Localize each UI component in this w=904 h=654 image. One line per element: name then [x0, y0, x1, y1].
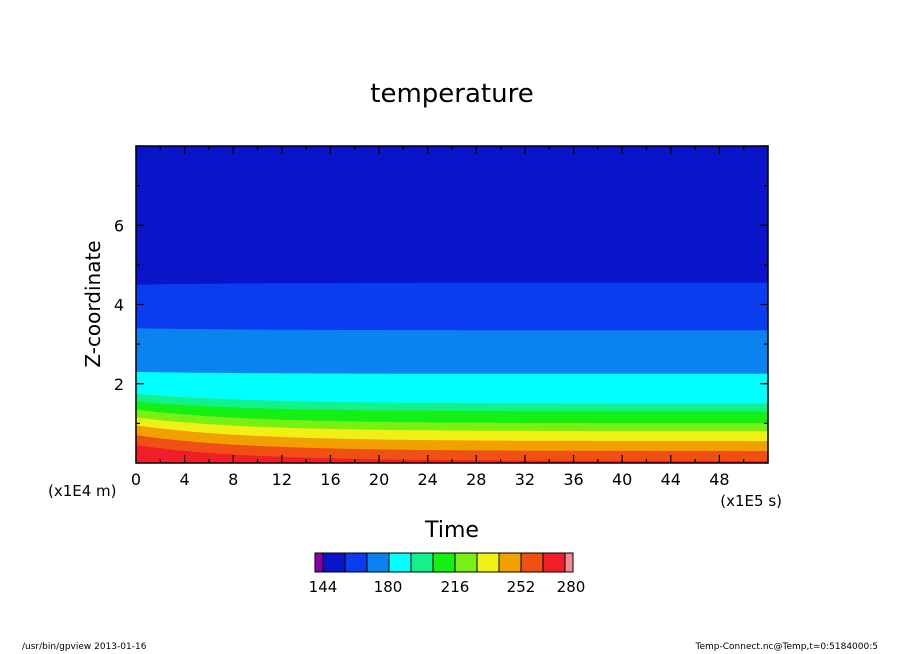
- x-axis-label: Time: [424, 518, 479, 543]
- colorbar-label: 252: [507, 578, 536, 596]
- x-tick-label: 44: [661, 470, 681, 489]
- colorbar-label: 180: [374, 578, 403, 596]
- x-tick-label: 24: [418, 470, 438, 489]
- y-tick-label: 2: [114, 375, 124, 394]
- x-tick-label: 28: [466, 470, 486, 489]
- colorbar-label: 280: [557, 578, 586, 596]
- x-tick-label: 20: [369, 470, 389, 489]
- colorbar-label: 144: [309, 578, 338, 596]
- x-tick-label: 16: [320, 470, 340, 489]
- x-tick-label: 32: [515, 470, 535, 489]
- colorbar-label: 216: [441, 578, 470, 596]
- colorbar-cell: [542, 552, 566, 573]
- x-tick-label: 36: [563, 470, 583, 489]
- colorbar-cell: [454, 552, 478, 573]
- colorbar-cell: [366, 552, 390, 573]
- contour-band-264: [136, 435, 768, 463]
- x-tick-label: 40: [612, 470, 632, 489]
- chart-title: temperature: [370, 79, 533, 109]
- colorbar-cell: [388, 552, 412, 573]
- x-tick-label: 0: [131, 470, 141, 489]
- colorbar-cell: [564, 552, 574, 573]
- colorbar-cell: [314, 552, 324, 573]
- x-tick-label: 8: [228, 470, 238, 489]
- colorbar-cell: [432, 552, 456, 573]
- x-unit-label: (x1E5 s): [720, 492, 782, 510]
- footer-right-text: Temp-Connect.nc@Temp,t=0:5184000:5: [695, 642, 878, 652]
- colorbar-cell: [520, 552, 544, 573]
- y-unit-label: (x1E4 m): [48, 482, 117, 500]
- colorbar-cell: [476, 552, 500, 573]
- colorbar-cell: [344, 552, 368, 573]
- x-tick-label: 48: [709, 470, 729, 489]
- contour-band-276: [136, 445, 768, 463]
- colorbar-cell: [498, 552, 522, 573]
- y-tick-label: 6: [114, 216, 124, 235]
- x-tick-label: 4: [180, 470, 190, 489]
- footer-left-text: /usr/bin/gpview 2013-01-16: [22, 642, 147, 652]
- colorbar-cell: [322, 552, 346, 573]
- y-tick-label: 4: [114, 296, 124, 315]
- x-tick-label: 12: [272, 470, 292, 489]
- colorbar-cell: [410, 552, 434, 573]
- y-axis-label: Z-coordinate: [81, 240, 105, 367]
